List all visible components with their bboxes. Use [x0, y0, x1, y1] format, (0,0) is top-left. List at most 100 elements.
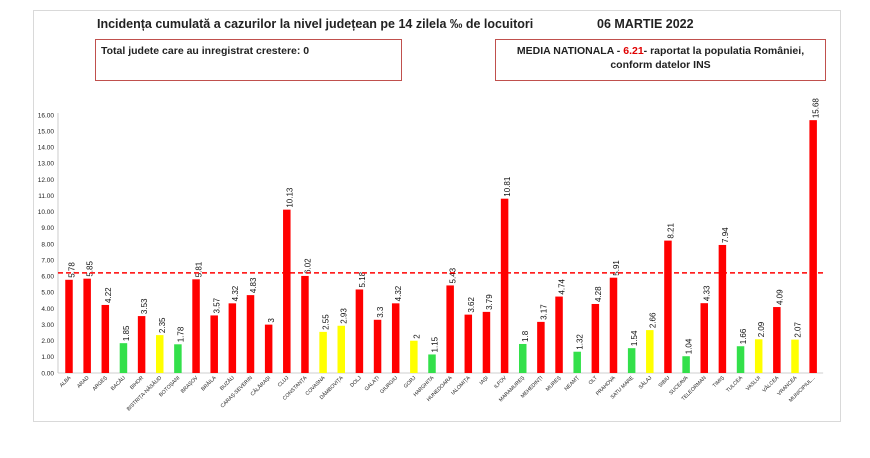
x-category-label: BRĂILA: [200, 374, 218, 392]
bar-value-label: 8.21: [666, 222, 675, 238]
x-category-label: SĂLAJ: [637, 374, 653, 390]
bar-value-label: 1.78: [176, 326, 185, 342]
chart-title: Incidența cumulată a cazurilor la nivel …: [97, 17, 534, 31]
x-category-label: GORJ: [403, 375, 418, 390]
y-tick-label: 16.00: [38, 112, 55, 119]
x-category-label: DOLJ: [349, 375, 363, 389]
bar-value-label: 2.35: [158, 317, 167, 333]
y-tick-label: 11.00: [38, 193, 54, 200]
x-category-label: ARGEȘ: [92, 375, 109, 392]
bar: [156, 335, 164, 373]
bar: [736, 346, 745, 373]
x-category-label: NEAMȚ: [564, 375, 582, 393]
national-average-value: 6.21: [623, 45, 644, 57]
bar-value-label: 4.22: [104, 287, 113, 303]
bar-value-label: 2.55: [322, 314, 331, 330]
bar-value-label: 2: [412, 334, 421, 339]
bar-value-label: 3.17: [539, 304, 548, 320]
x-category-label: ARAD: [76, 375, 91, 390]
bar: [700, 303, 708, 373]
bar-value-label: 5.91: [612, 260, 621, 276]
bar: [373, 319, 382, 373]
bar: [355, 289, 364, 373]
increase-counter-text: Total judete care au inregistrat crester…: [101, 45, 310, 57]
y-tick-label: 2.00: [41, 338, 54, 345]
bar: [482, 311, 491, 373]
y-tick-label: 7.00: [41, 257, 54, 264]
bar: [337, 325, 345, 373]
y-tick-label: 15.00: [38, 128, 55, 135]
chart-date: 06 MARTIE 2022: [597, 17, 694, 31]
x-category-label: BRAȘOV: [180, 375, 200, 395]
y-tick-label: 4.00: [41, 306, 54, 313]
bar-value-label: 10.13: [285, 187, 294, 208]
bar: [500, 198, 509, 373]
bar-value-label: 1.15: [431, 336, 440, 352]
bar-value-label: 1.85: [122, 325, 131, 341]
x-category-label: CLUJ: [277, 375, 291, 389]
x-category-label: BACĂU: [109, 374, 127, 392]
bar-value-label: 3.57: [213, 297, 222, 313]
bar: [664, 240, 672, 373]
bar: [192, 279, 200, 373]
bar-value-label: 1.04: [685, 338, 694, 354]
bar: [773, 307, 781, 373]
bar: [537, 321, 545, 373]
y-tick-label: 3.00: [41, 322, 54, 329]
bar: [101, 304, 110, 373]
bar: [83, 278, 91, 373]
bar: [573, 351, 581, 373]
bar: [519, 343, 527, 373]
bar: [137, 316, 146, 373]
y-tick-label: 9.00: [41, 225, 54, 232]
x-category-label: OLT: [588, 375, 600, 387]
bar-value-label: 7.94: [721, 227, 730, 243]
bar: [682, 356, 690, 373]
y-tick-label: 14.00: [38, 145, 55, 152]
y-tick-label: 1.00: [41, 354, 54, 361]
bar-value-label: 4.09: [775, 289, 784, 305]
x-category-label: BIHOR: [129, 375, 145, 391]
bar-value-label: 5.85: [86, 261, 95, 277]
bar-value-label: 3: [267, 318, 276, 323]
bar: [791, 339, 799, 373]
bar-value-label: 3.53: [140, 298, 149, 314]
bar: [174, 344, 182, 373]
national-average-box: MEDIA NATIONALA - 6.21- raportat la popu…: [495, 39, 826, 81]
x-category-label: ALBA: [59, 375, 73, 389]
bar-value-label: 4.74: [558, 278, 567, 294]
bar-value-label: 1.8: [521, 330, 530, 342]
x-category-label: TULCEA: [725, 375, 744, 394]
bar: [809, 120, 817, 373]
bar-value-label: 4.32: [394, 285, 403, 301]
x-category-label: BUZĂU: [218, 374, 236, 392]
bar: [210, 315, 218, 373]
bar: [119, 343, 128, 373]
national-average-line2: conform datelor INS: [610, 59, 711, 71]
bar-value-label: 4.33: [703, 285, 712, 301]
bar: [555, 296, 563, 373]
bar: [319, 331, 327, 373]
x-category-label: CARAȘ-SEVERIN: [220, 375, 254, 409]
bar-value-label: 5.81: [195, 261, 204, 277]
y-tick-label: 10.00: [38, 209, 55, 216]
bar: [410, 340, 418, 373]
bar: [609, 277, 618, 373]
bar-value-label: 3.3: [376, 306, 385, 318]
y-tick-label: 6.00: [41, 274, 54, 281]
x-category-label: SIBIU: [658, 375, 672, 389]
y-tick-label: 5.00: [41, 290, 54, 297]
increase-counter-box: Total judete care au inregistrat crester…: [95, 39, 402, 81]
bar: [246, 295, 255, 373]
y-tick-label: 0.00: [41, 370, 54, 377]
bar: [228, 303, 237, 373]
x-category-label: IAȘI: [479, 375, 490, 386]
y-tick-label: 12.00: [38, 177, 55, 184]
bar-value-label: 6.02: [303, 258, 312, 274]
bar-value-label: 1.32: [576, 334, 585, 350]
bar: [301, 275, 309, 373]
national-average-prefix: MEDIA NATIONALA -: [516, 45, 624, 57]
x-category-label: GIURGIU: [379, 375, 399, 395]
bar: [754, 339, 763, 373]
bar-value-label: 5.18: [358, 271, 367, 287]
